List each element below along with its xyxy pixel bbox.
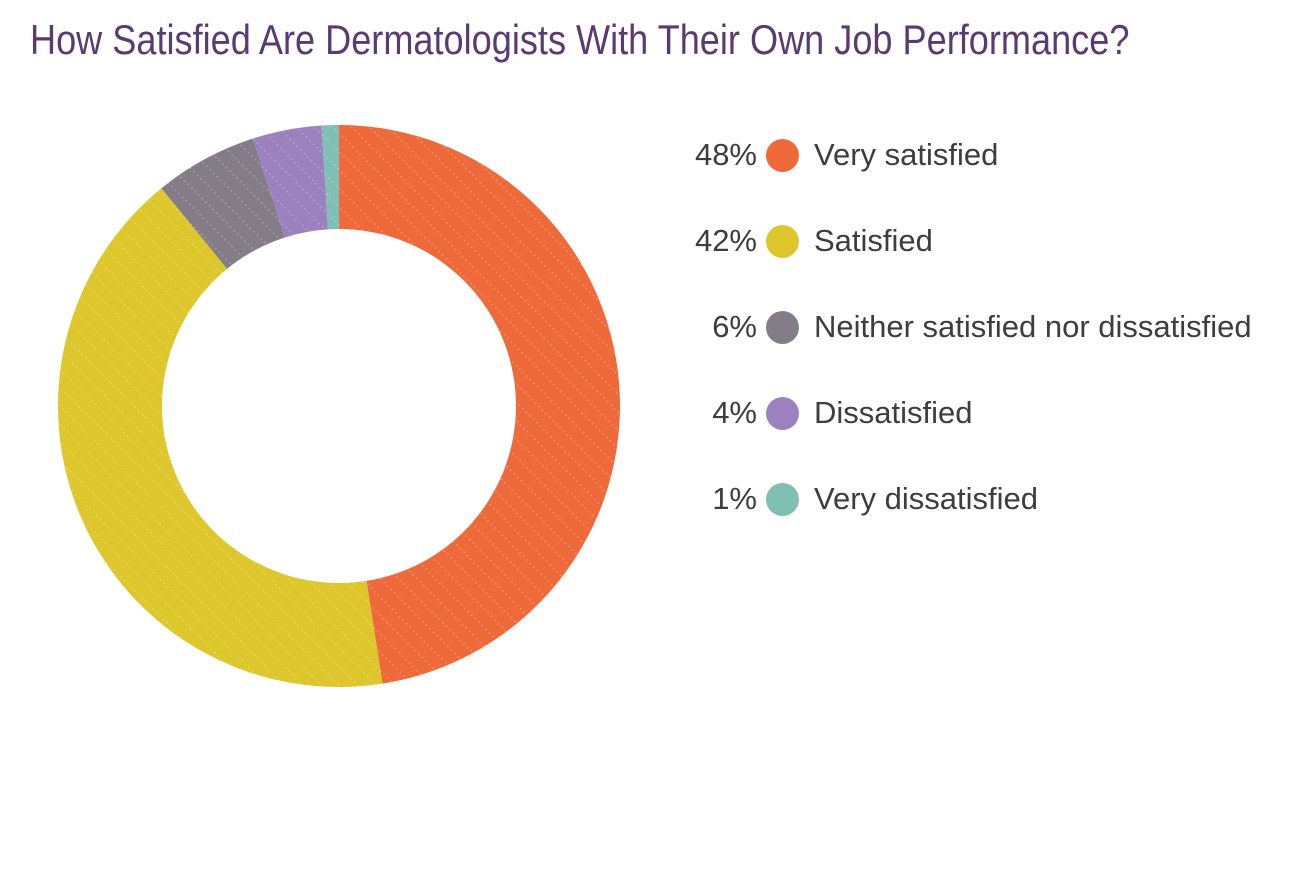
donut-chart <box>58 124 621 688</box>
legend-label: Satisfied <box>814 223 933 258</box>
legend-label: Neither satisfied nor dissatisfied <box>814 309 1252 344</box>
chart-title: How Satisfied Are Dermatologists With Th… <box>30 16 1130 63</box>
legend-swatch-icon <box>766 482 799 516</box>
legend-swatch-icon <box>766 396 799 430</box>
legend-item-satisfied: 42% Satisfied <box>690 223 1252 258</box>
legend-label: Very dissatisfied <box>814 481 1038 516</box>
legend-swatch-icon <box>766 138 799 172</box>
legend-swatch-icon <box>766 224 799 258</box>
legend-value: 1% <box>712 481 757 516</box>
legend-value: 6% <box>712 309 757 344</box>
donut-chart-area <box>56 123 622 689</box>
legend-value: 4% <box>712 395 757 430</box>
legend-item-dissatisfied: 4% Dissatisfied <box>690 395 1252 430</box>
donut-texture-overlay <box>58 125 620 687</box>
chart-legend: 48% Very satisfied 42% Satisfied 6% Neither s… <box>690 137 1252 568</box>
legend-item-neither-satisfied-nor-dissatisfied: 6% Neither satisfied nor dissatisfied <box>690 309 1252 344</box>
legend-value: 48% <box>694 137 757 172</box>
legend-swatch-icon <box>766 310 799 344</box>
legend-item-very-dissatisfied: 1% Very dissatisfied <box>690 481 1252 516</box>
legend-item-very-satisfied: 48% Very satisfied <box>690 137 1252 172</box>
legend-label: Very satisfied <box>814 137 999 172</box>
legend-label: Dissatisfied <box>814 395 973 430</box>
legend-value: 42% <box>694 223 757 258</box>
